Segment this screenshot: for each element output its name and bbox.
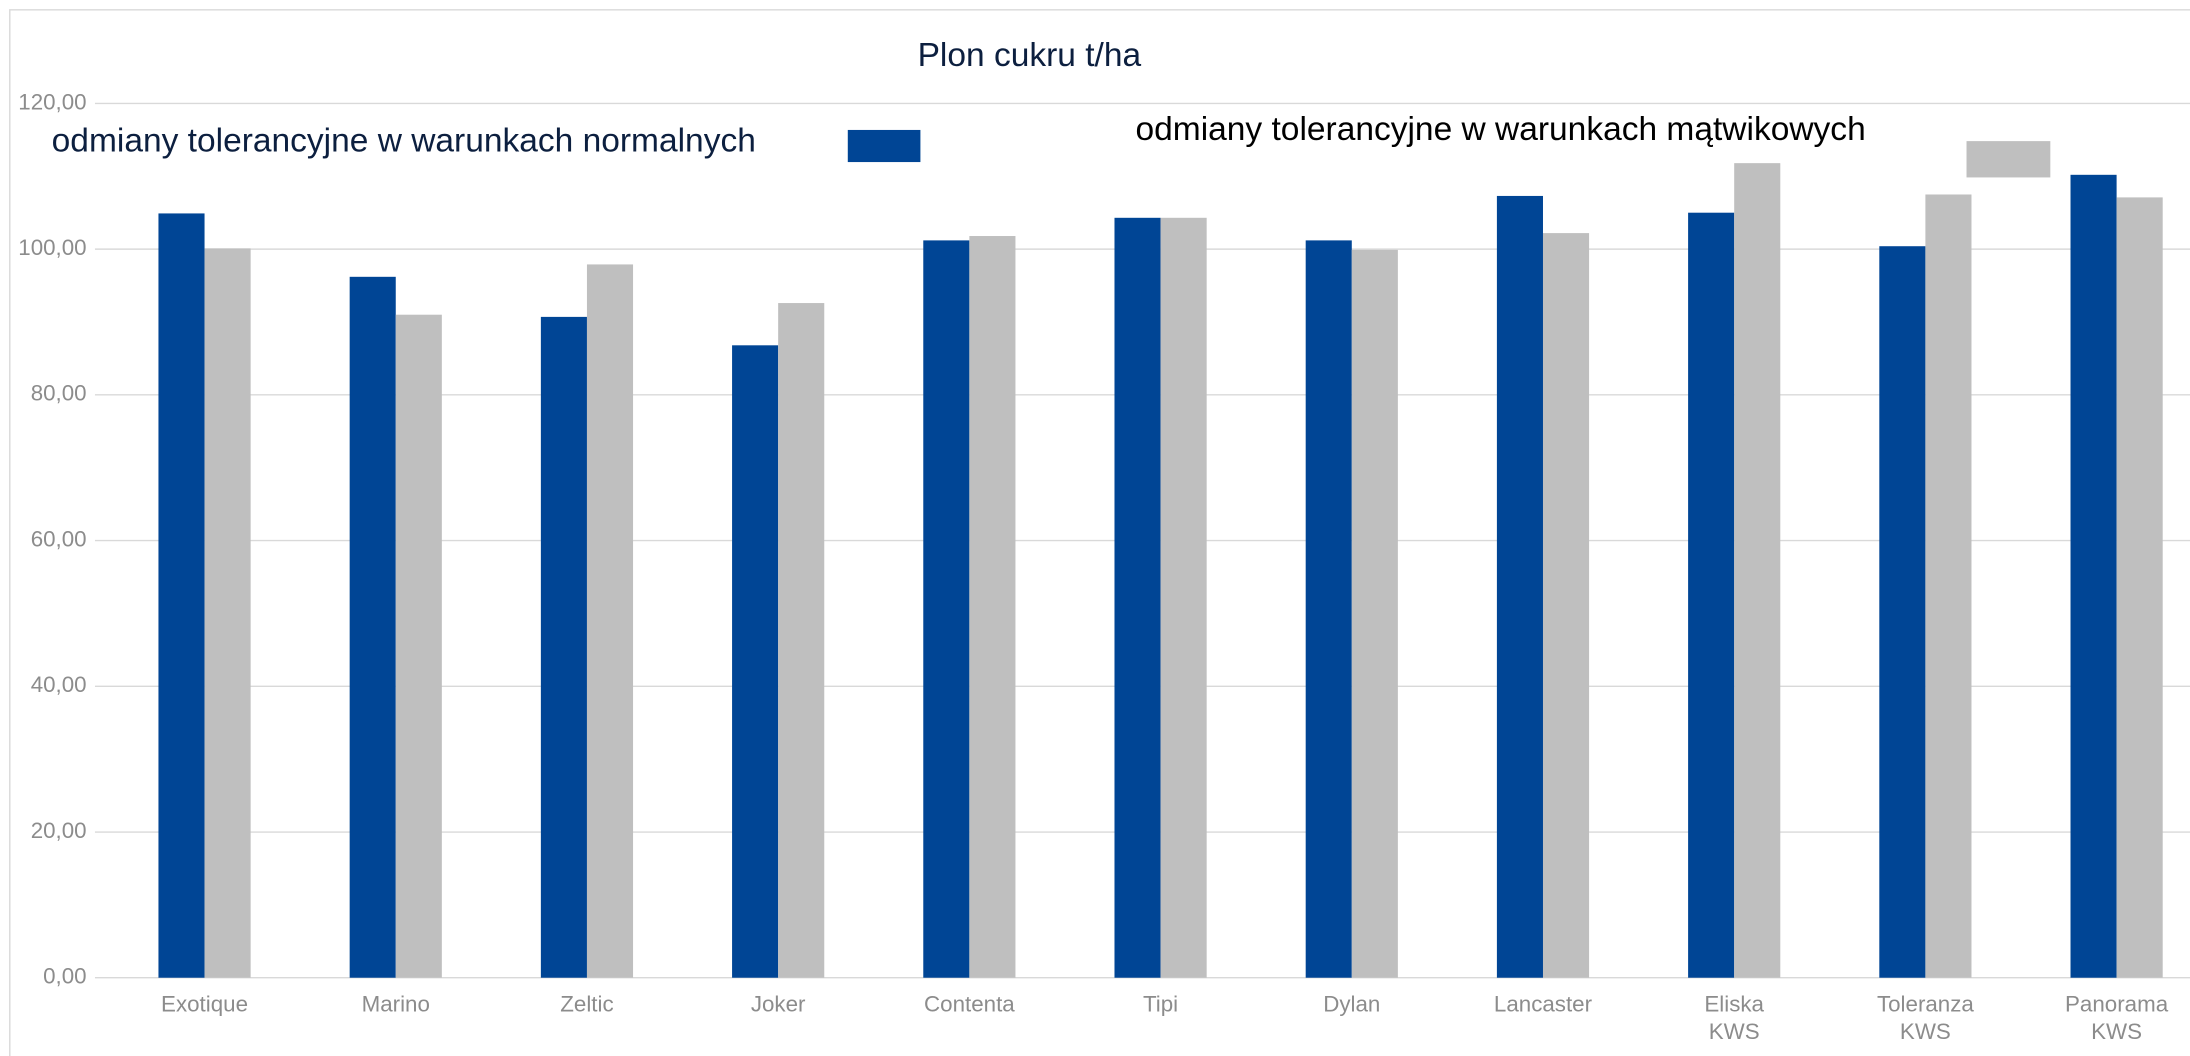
x-tick-label-box: Exotique bbox=[161, 993, 248, 1017]
bar bbox=[1542, 233, 1590, 978]
x-tick-label-box: Lancaster bbox=[1493, 993, 1593, 1017]
x-tick-label-box: Zeltic bbox=[560, 993, 614, 1017]
x-tick-label: Exotique bbox=[161, 993, 248, 1017]
x-tick-label: Dylan bbox=[1323, 993, 1381, 1017]
bar bbox=[586, 264, 634, 978]
bar bbox=[923, 240, 970, 978]
y-tick-label: 120,00 bbox=[18, 89, 86, 114]
x-tick-label-box: Marino bbox=[361, 993, 430, 1017]
x-tick-label: Lancaster bbox=[1493, 993, 1593, 1017]
x-tick-label-box: Panorama KWS bbox=[2065, 993, 2169, 1045]
legend-label: odmiany tolerancyjne w warunkach mątwiko… bbox=[1136, 111, 1866, 148]
bar bbox=[1114, 217, 1161, 978]
y-tick-label: 20,00 bbox=[31, 818, 87, 843]
bar bbox=[778, 303, 825, 978]
bar bbox=[1496, 195, 1543, 978]
y-tick-label: 40,00 bbox=[31, 672, 87, 697]
bar bbox=[204, 248, 251, 978]
x-tick-label: Joker bbox=[750, 993, 806, 1017]
x-tick-label-box: Toleranza KWS bbox=[1876, 993, 1974, 1045]
bar bbox=[395, 314, 442, 978]
bar bbox=[1879, 246, 1926, 978]
bar bbox=[158, 213, 205, 978]
legend-swatch bbox=[1966, 141, 2051, 178]
x-tick-label: Eliska KWS bbox=[1704, 993, 1764, 1045]
x-tick-label: Tipi bbox=[1142, 993, 1179, 1017]
x-tick-label: Zeltic bbox=[560, 993, 614, 1017]
bar bbox=[732, 345, 779, 978]
x-tick-label: Contenta bbox=[924, 993, 1015, 1017]
bar bbox=[1351, 249, 1398, 978]
bar bbox=[349, 276, 396, 978]
x-tick-label: Panorama KWS bbox=[2065, 993, 2169, 1045]
bar bbox=[1734, 163, 1781, 978]
x-tick-label: Toleranza KWS bbox=[1876, 993, 1974, 1045]
bar bbox=[1688, 212, 1735, 978]
bar bbox=[1925, 194, 1972, 978]
x-tick-label-box: Contenta bbox=[924, 993, 1015, 1017]
y-tick-label: 100,00 bbox=[18, 235, 86, 260]
y-tick-label: 0,00 bbox=[43, 964, 86, 989]
y-tick-label: 60,00 bbox=[31, 526, 87, 551]
x-tick-label-box: Tipi bbox=[1142, 993, 1179, 1017]
bar bbox=[969, 236, 1016, 978]
chart-title: Plon cukru t/ha bbox=[918, 37, 1142, 74]
legend-label: odmiany tolerancyjne w warunkach normaln… bbox=[52, 122, 756, 159]
bar bbox=[540, 316, 587, 978]
x-tick-label-box: Joker bbox=[750, 993, 806, 1017]
bar bbox=[1305, 240, 1352, 978]
x-tick-label: Marino bbox=[361, 993, 430, 1017]
bar bbox=[1160, 217, 1207, 978]
y-tick-label: 80,00 bbox=[31, 381, 87, 406]
chart-frame bbox=[9, 9, 2190, 1056]
legend-swatch bbox=[847, 129, 921, 163]
x-tick-label-box: Eliska KWS bbox=[1704, 993, 1764, 1045]
bar bbox=[2116, 197, 2163, 978]
bar bbox=[2070, 174, 2117, 978]
x-tick-label-box: Dylan bbox=[1323, 993, 1381, 1017]
